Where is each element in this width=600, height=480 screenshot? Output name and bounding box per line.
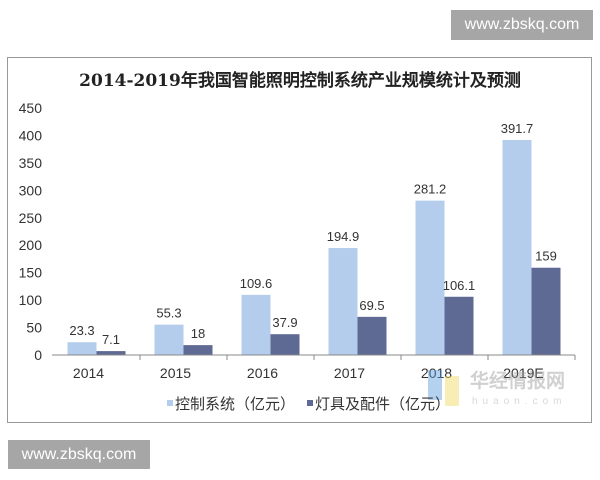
legend: 控制系统（亿元） 灯具及配件（亿元） xyxy=(167,396,450,413)
bar-control-2017 xyxy=(328,248,358,355)
y-tick-label: 450 xyxy=(19,100,43,116)
bar-control-2019E xyxy=(502,140,532,355)
data-label: 18 xyxy=(191,326,205,341)
y-tick-label: 400 xyxy=(19,127,43,143)
bar-control-2016 xyxy=(241,294,271,355)
data-label: 281.2 xyxy=(414,182,447,197)
data-label: 194.9 xyxy=(327,229,360,244)
y-tick-label: 100 xyxy=(19,292,43,308)
y-tick-label: 150 xyxy=(19,265,43,281)
bar-lamps-2014 xyxy=(96,351,126,355)
watermark-logo: 华经情报网 huaon.com xyxy=(428,369,566,407)
watermark-top: www.zbskq.com xyxy=(451,10,593,40)
data-label: 37.9 xyxy=(272,315,297,330)
y-tick-label: 200 xyxy=(19,237,43,253)
data-label: 69.5 xyxy=(359,298,384,313)
bar-control-2018 xyxy=(415,200,445,355)
chart-frame xyxy=(7,57,592,423)
bar-lamps-2015 xyxy=(183,345,213,355)
data-label: 109.6 xyxy=(240,276,273,291)
y-tick-label: 350 xyxy=(19,155,43,171)
bar-control-2014 xyxy=(67,342,97,355)
data-label: 391.7 xyxy=(501,121,534,136)
x-tick-label: 2018 xyxy=(421,365,452,381)
legend-label-1: 控制系统（亿元） xyxy=(175,396,295,413)
y-tick-label: 0 xyxy=(34,347,42,363)
watermark-bottom: www.zbskq.com xyxy=(8,440,150,469)
bar-lamps-2019E xyxy=(531,267,561,355)
chart-title: 2014-2019年我国智能照明控制系统产业规模统计及预测 xyxy=(79,70,521,91)
data-label: 7.1 xyxy=(102,332,120,347)
bar-lamps-2018 xyxy=(444,296,474,355)
bar-lamps-2017 xyxy=(357,316,387,355)
legend-swatch-1 xyxy=(167,400,173,406)
data-label: 159 xyxy=(535,249,557,264)
x-tick-label: 2017 xyxy=(334,365,365,381)
data-label: 106.1 xyxy=(443,278,476,293)
y-tick-label: 300 xyxy=(19,182,43,198)
bar-control-2015 xyxy=(154,324,184,355)
bar-lamps-2016 xyxy=(270,334,300,355)
data-label: 23.3 xyxy=(69,323,94,338)
legend-label-2: 灯具及配件（亿元） xyxy=(315,396,450,413)
x-tick-label: 2015 xyxy=(160,365,191,381)
logo-cn: 华经情报网 xyxy=(470,369,565,392)
y-tick-label: 250 xyxy=(19,210,43,226)
y-tick-label: 50 xyxy=(26,320,42,336)
data-label: 55.3 xyxy=(156,306,181,321)
logo-en: huaon.com xyxy=(472,396,566,407)
x-tick-label: 2016 xyxy=(247,365,278,381)
x-tick-label: 2014 xyxy=(73,365,104,381)
legend-swatch-2 xyxy=(307,400,313,406)
x-tick-label: 2019E xyxy=(503,365,543,381)
